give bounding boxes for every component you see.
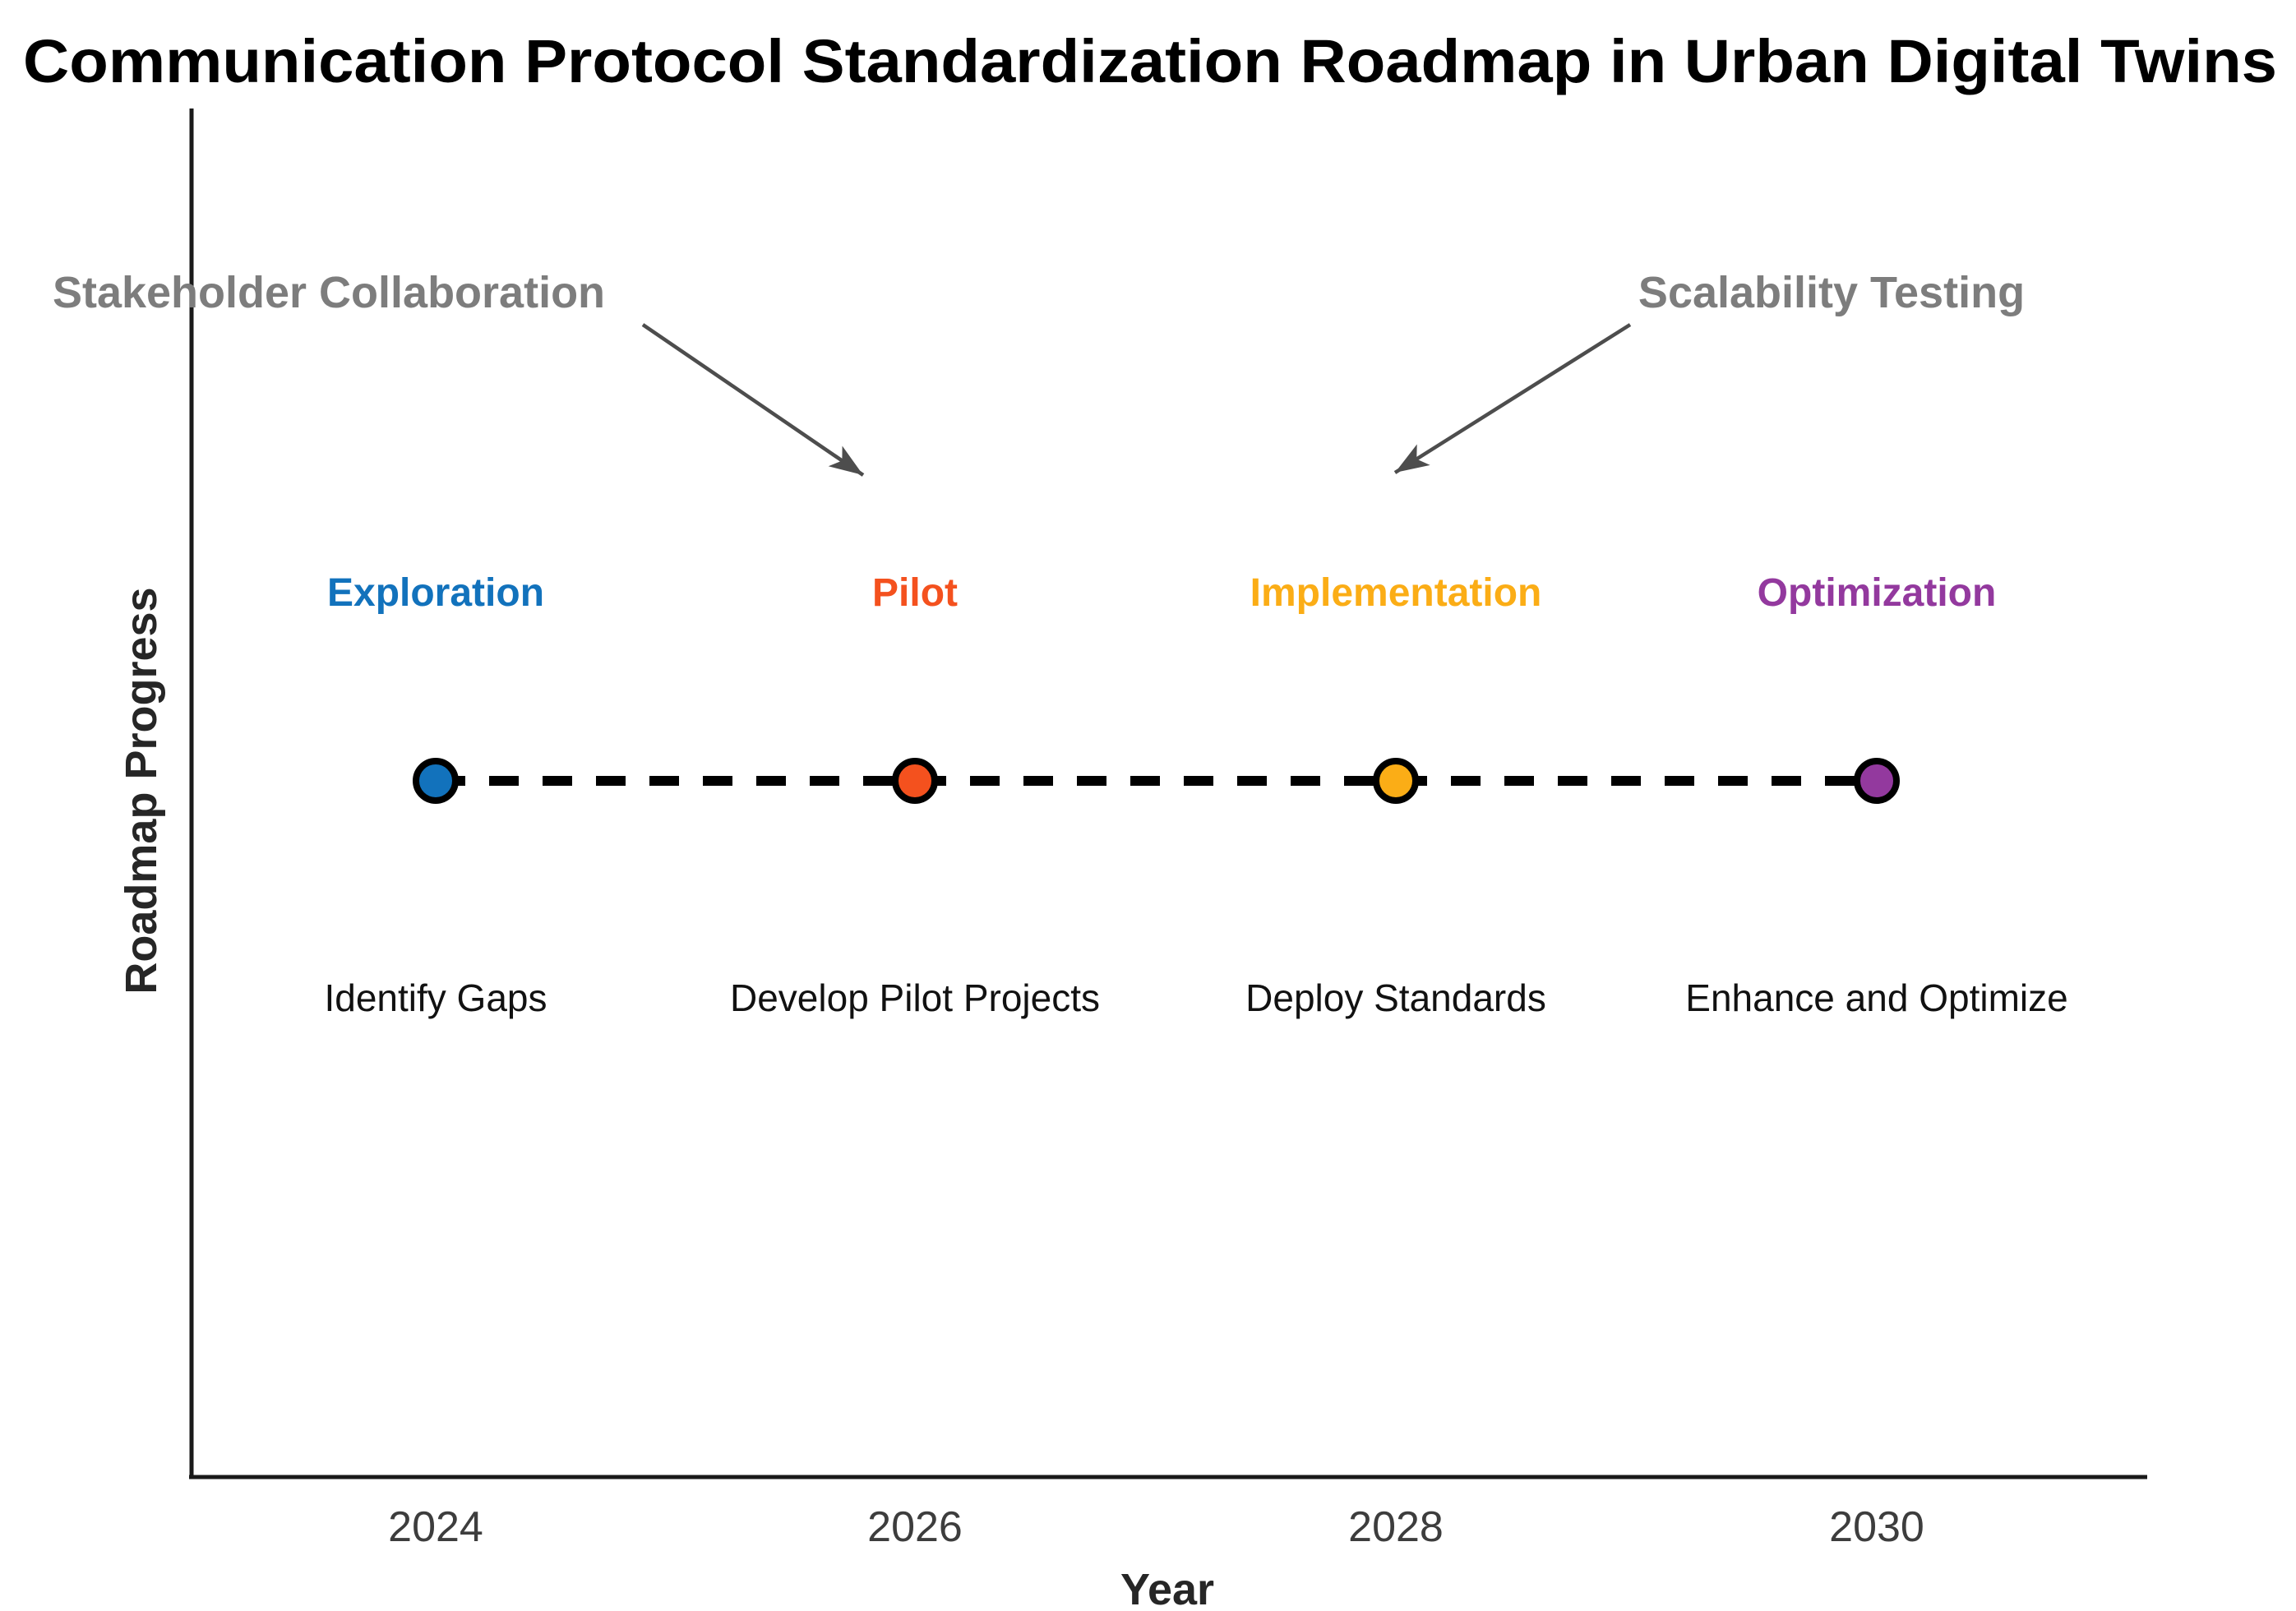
annotation-arrow-scalability-testing bbox=[1393, 323, 1632, 474]
x-tick-2030: 2030 bbox=[1829, 1503, 1924, 1551]
milestone-dot-pilot bbox=[892, 758, 938, 804]
x-tick-2026: 2026 bbox=[867, 1503, 963, 1551]
stage-label-pilot: Pilot bbox=[872, 571, 958, 615]
annotation-scalability-testing: Scalability Testing bbox=[1638, 268, 2025, 317]
stage-label-optimization: Optimization bbox=[1758, 571, 1997, 615]
x-axis-label: Year bbox=[1120, 1565, 1214, 1611]
action-label-identify-gaps: Identify Gaps bbox=[324, 976, 547, 1019]
milestone-dot-exploration bbox=[413, 758, 459, 804]
annotation-stakeholder-collaboration: Stakeholder Collaboration bbox=[53, 268, 605, 317]
milestone-dot-optimization bbox=[1854, 758, 1900, 804]
x-tick-2024: 2024 bbox=[388, 1503, 483, 1551]
action-label-deploy-standards: Deploy Standards bbox=[1245, 976, 1546, 1019]
annotation-arrow-stakeholder-collaboration bbox=[641, 323, 865, 477]
action-label-enhance-and-optimize: Enhance and Optimize bbox=[1685, 976, 2067, 1019]
milestone-dot-implementation bbox=[1373, 758, 1419, 804]
stage-label-exploration: Exploration bbox=[327, 571, 544, 615]
chart-title: Communication Protocol Standardization R… bbox=[23, 27, 2277, 95]
action-label-develop-pilot-projects: Develop Pilot Projects bbox=[730, 976, 1100, 1019]
x-tick-2028: 2028 bbox=[1348, 1503, 1444, 1551]
y-axis-label: Roadmap Progress bbox=[117, 587, 166, 994]
stage-label-implementation: Implementation bbox=[1250, 571, 1542, 615]
